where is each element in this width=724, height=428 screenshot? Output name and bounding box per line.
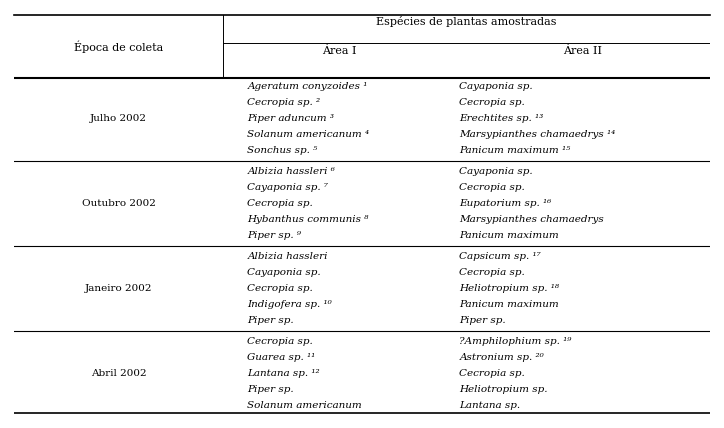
Text: Cayaponia sp.: Cayaponia sp. <box>248 268 321 277</box>
Text: Cecropia sp.: Cecropia sp. <box>248 284 313 293</box>
Text: Sonchus sp. ⁵: Sonchus sp. ⁵ <box>248 146 318 155</box>
Text: Capsicum sp. ¹⁷: Capsicum sp. ¹⁷ <box>459 252 541 261</box>
Text: Cayaponia sp. ⁷: Cayaponia sp. ⁷ <box>248 183 328 192</box>
Text: Eupatorium sp. ¹⁶: Eupatorium sp. ¹⁶ <box>459 199 552 208</box>
Text: Panicum maximum ¹⁵: Panicum maximum ¹⁵ <box>459 146 571 155</box>
Text: Cayaponia sp.: Cayaponia sp. <box>459 82 533 91</box>
Text: ?Amphilophium sp. ¹⁹: ?Amphilophium sp. ¹⁹ <box>459 337 572 346</box>
Text: Solanum americanum ⁴: Solanum americanum ⁴ <box>248 130 369 139</box>
Text: Panicum maximum: Panicum maximum <box>459 231 559 240</box>
Text: Heliotropium sp.: Heliotropium sp. <box>459 385 548 394</box>
Text: Julho 2002: Julho 2002 <box>90 114 147 123</box>
Text: Indigofera sp. ¹⁰: Indigofera sp. ¹⁰ <box>248 300 332 309</box>
Text: Cecropia sp.: Cecropia sp. <box>459 98 525 107</box>
Text: Cayaponia sp.: Cayaponia sp. <box>459 167 533 176</box>
Text: Hybanthus communis ⁸: Hybanthus communis ⁸ <box>248 215 369 224</box>
Text: Guarea sp. ¹¹: Guarea sp. ¹¹ <box>248 353 316 362</box>
Text: Lantana sp.: Lantana sp. <box>459 401 521 410</box>
Text: Cecropia sp. ²: Cecropia sp. ² <box>248 98 321 107</box>
Text: Piper sp.: Piper sp. <box>248 316 294 325</box>
Text: Erechtites sp. ¹³: Erechtites sp. ¹³ <box>459 114 544 123</box>
Text: Janeiro 2002: Janeiro 2002 <box>85 284 153 293</box>
Text: Albizia hassleri: Albizia hassleri <box>248 252 328 261</box>
Text: Cecropia sp.: Cecropia sp. <box>459 183 525 192</box>
Text: Outubro 2002: Outubro 2002 <box>82 199 156 208</box>
Text: Espécies de plantas amostradas: Espécies de plantas amostradas <box>376 15 557 27</box>
Text: Época de coleta: Época de coleta <box>74 40 164 53</box>
Text: Piper sp.: Piper sp. <box>459 316 506 325</box>
Text: Panicum maximum: Panicum maximum <box>459 300 559 309</box>
Text: Piper aduncum ³: Piper aduncum ³ <box>248 114 334 123</box>
Text: Cecropia sp.: Cecropia sp. <box>459 369 525 378</box>
Text: Ageratum conyzoides ¹: Ageratum conyzoides ¹ <box>248 82 368 91</box>
Text: Cecropia sp.: Cecropia sp. <box>248 199 313 208</box>
Text: Heliotropium sp. ¹⁸: Heliotropium sp. ¹⁸ <box>459 284 560 293</box>
Text: Abril 2002: Abril 2002 <box>91 369 146 378</box>
Text: Área I: Área I <box>322 45 357 56</box>
Text: Piper sp.: Piper sp. <box>248 385 294 394</box>
Text: Cecropia sp.: Cecropia sp. <box>459 268 525 277</box>
Text: Cecropia sp.: Cecropia sp. <box>248 337 313 346</box>
Text: Marsypianthes chamaedrys ¹⁴: Marsypianthes chamaedrys ¹⁴ <box>459 130 615 139</box>
Text: Astronium sp. ²⁰: Astronium sp. ²⁰ <box>459 353 544 362</box>
Text: Área II: Área II <box>563 45 602 56</box>
Text: Solanum americanum: Solanum americanum <box>248 401 362 410</box>
Text: Marsypianthes chamaedrys: Marsypianthes chamaedrys <box>459 215 604 224</box>
Text: Piper sp. ⁹: Piper sp. ⁹ <box>248 231 301 240</box>
Text: Lantana sp. ¹²: Lantana sp. ¹² <box>248 369 320 378</box>
Text: Albizia hassleri ⁶: Albizia hassleri ⁶ <box>248 167 335 176</box>
